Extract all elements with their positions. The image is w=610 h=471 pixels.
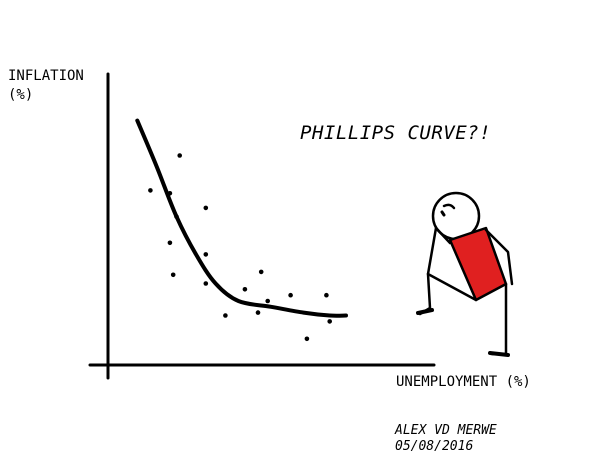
figure-foot-front <box>416 308 434 315</box>
data-point-13 <box>255 310 261 315</box>
author-credit: ALEX VD MERWE 05/08/2016 <box>395 423 497 455</box>
data-point-16 <box>304 336 310 342</box>
data-point-1 <box>177 153 182 158</box>
data-point-3 <box>167 191 173 196</box>
y-axis-label-line1: INFLATION <box>8 68 84 84</box>
figure-eye <box>440 210 446 217</box>
data-point-5 <box>203 205 209 211</box>
figure-leg-front <box>418 272 432 316</box>
credit-date: 05/08/2016 <box>395 439 474 454</box>
y-axis-label: INFLATION (%) <box>8 67 84 105</box>
data-point-11 <box>242 287 248 292</box>
figure-leg-back <box>490 282 508 356</box>
figure-brow <box>442 203 456 210</box>
x-axis-label: UNEMPLOYMENT (%) <box>396 374 531 390</box>
figure-arm-left <box>426 226 478 302</box>
data-point-6 <box>167 240 173 246</box>
data-point-17 <box>324 292 329 298</box>
scatter-points <box>148 153 333 342</box>
data-point-10 <box>223 313 228 318</box>
data-point-2 <box>148 188 153 193</box>
data-point-14 <box>265 298 271 304</box>
stick-figure-illustration <box>416 191 514 357</box>
fitted-curve-line <box>135 118 348 318</box>
data-point-9 <box>203 281 209 286</box>
figure-arm-right <box>484 228 514 286</box>
data-point-18 <box>327 319 333 324</box>
data-point-7 <box>203 252 209 257</box>
data-point-15 <box>288 292 293 298</box>
data-point-4 <box>174 214 179 219</box>
chart-title: PHILLIPS CURVE?! <box>300 122 492 144</box>
data-point-12 <box>258 269 264 275</box>
figure-foot-back <box>488 351 510 357</box>
data-point-8 <box>170 272 176 278</box>
author-name: ALEX VD MERWE <box>395 423 497 438</box>
y-axis-label-line2: (%) <box>8 87 34 103</box>
